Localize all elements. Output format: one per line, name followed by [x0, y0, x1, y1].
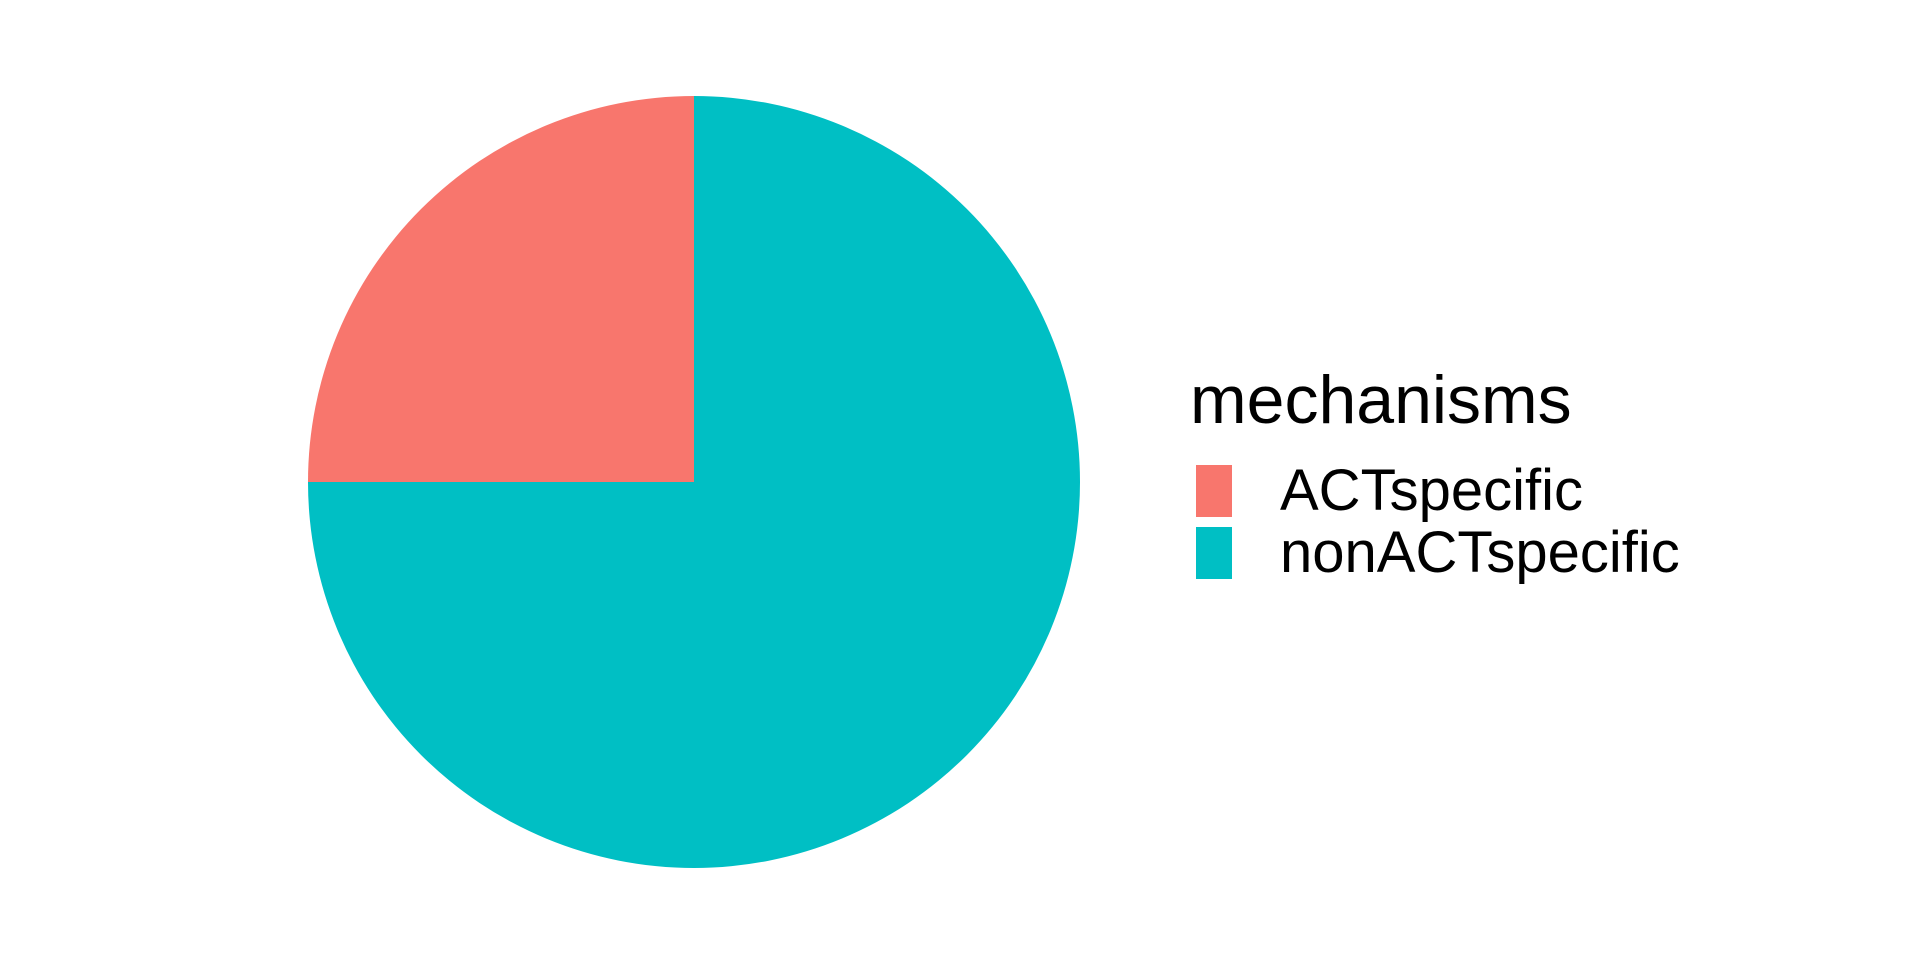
pie-slices	[308, 96, 1080, 868]
legend-entry-nonactspecific: nonACTspecific	[1190, 522, 1710, 584]
legend-key-actspecific	[1196, 465, 1232, 517]
legend-entry-actspecific: ACTspecific	[1190, 460, 1710, 522]
pie-slice-actspecific	[308, 96, 694, 482]
legend-title: mechanisms	[1190, 362, 1572, 438]
legend-label-nonactspecific: nonACTspecific	[1280, 520, 1680, 585]
legend: mechanisms ACTspecific nonACTspecific	[1190, 360, 1710, 584]
legend-label-actspecific: ACTspecific	[1280, 458, 1583, 523]
pie-slice-nonactspecific	[308, 96, 1080, 868]
legend-key-nonactspecific	[1196, 527, 1232, 579]
